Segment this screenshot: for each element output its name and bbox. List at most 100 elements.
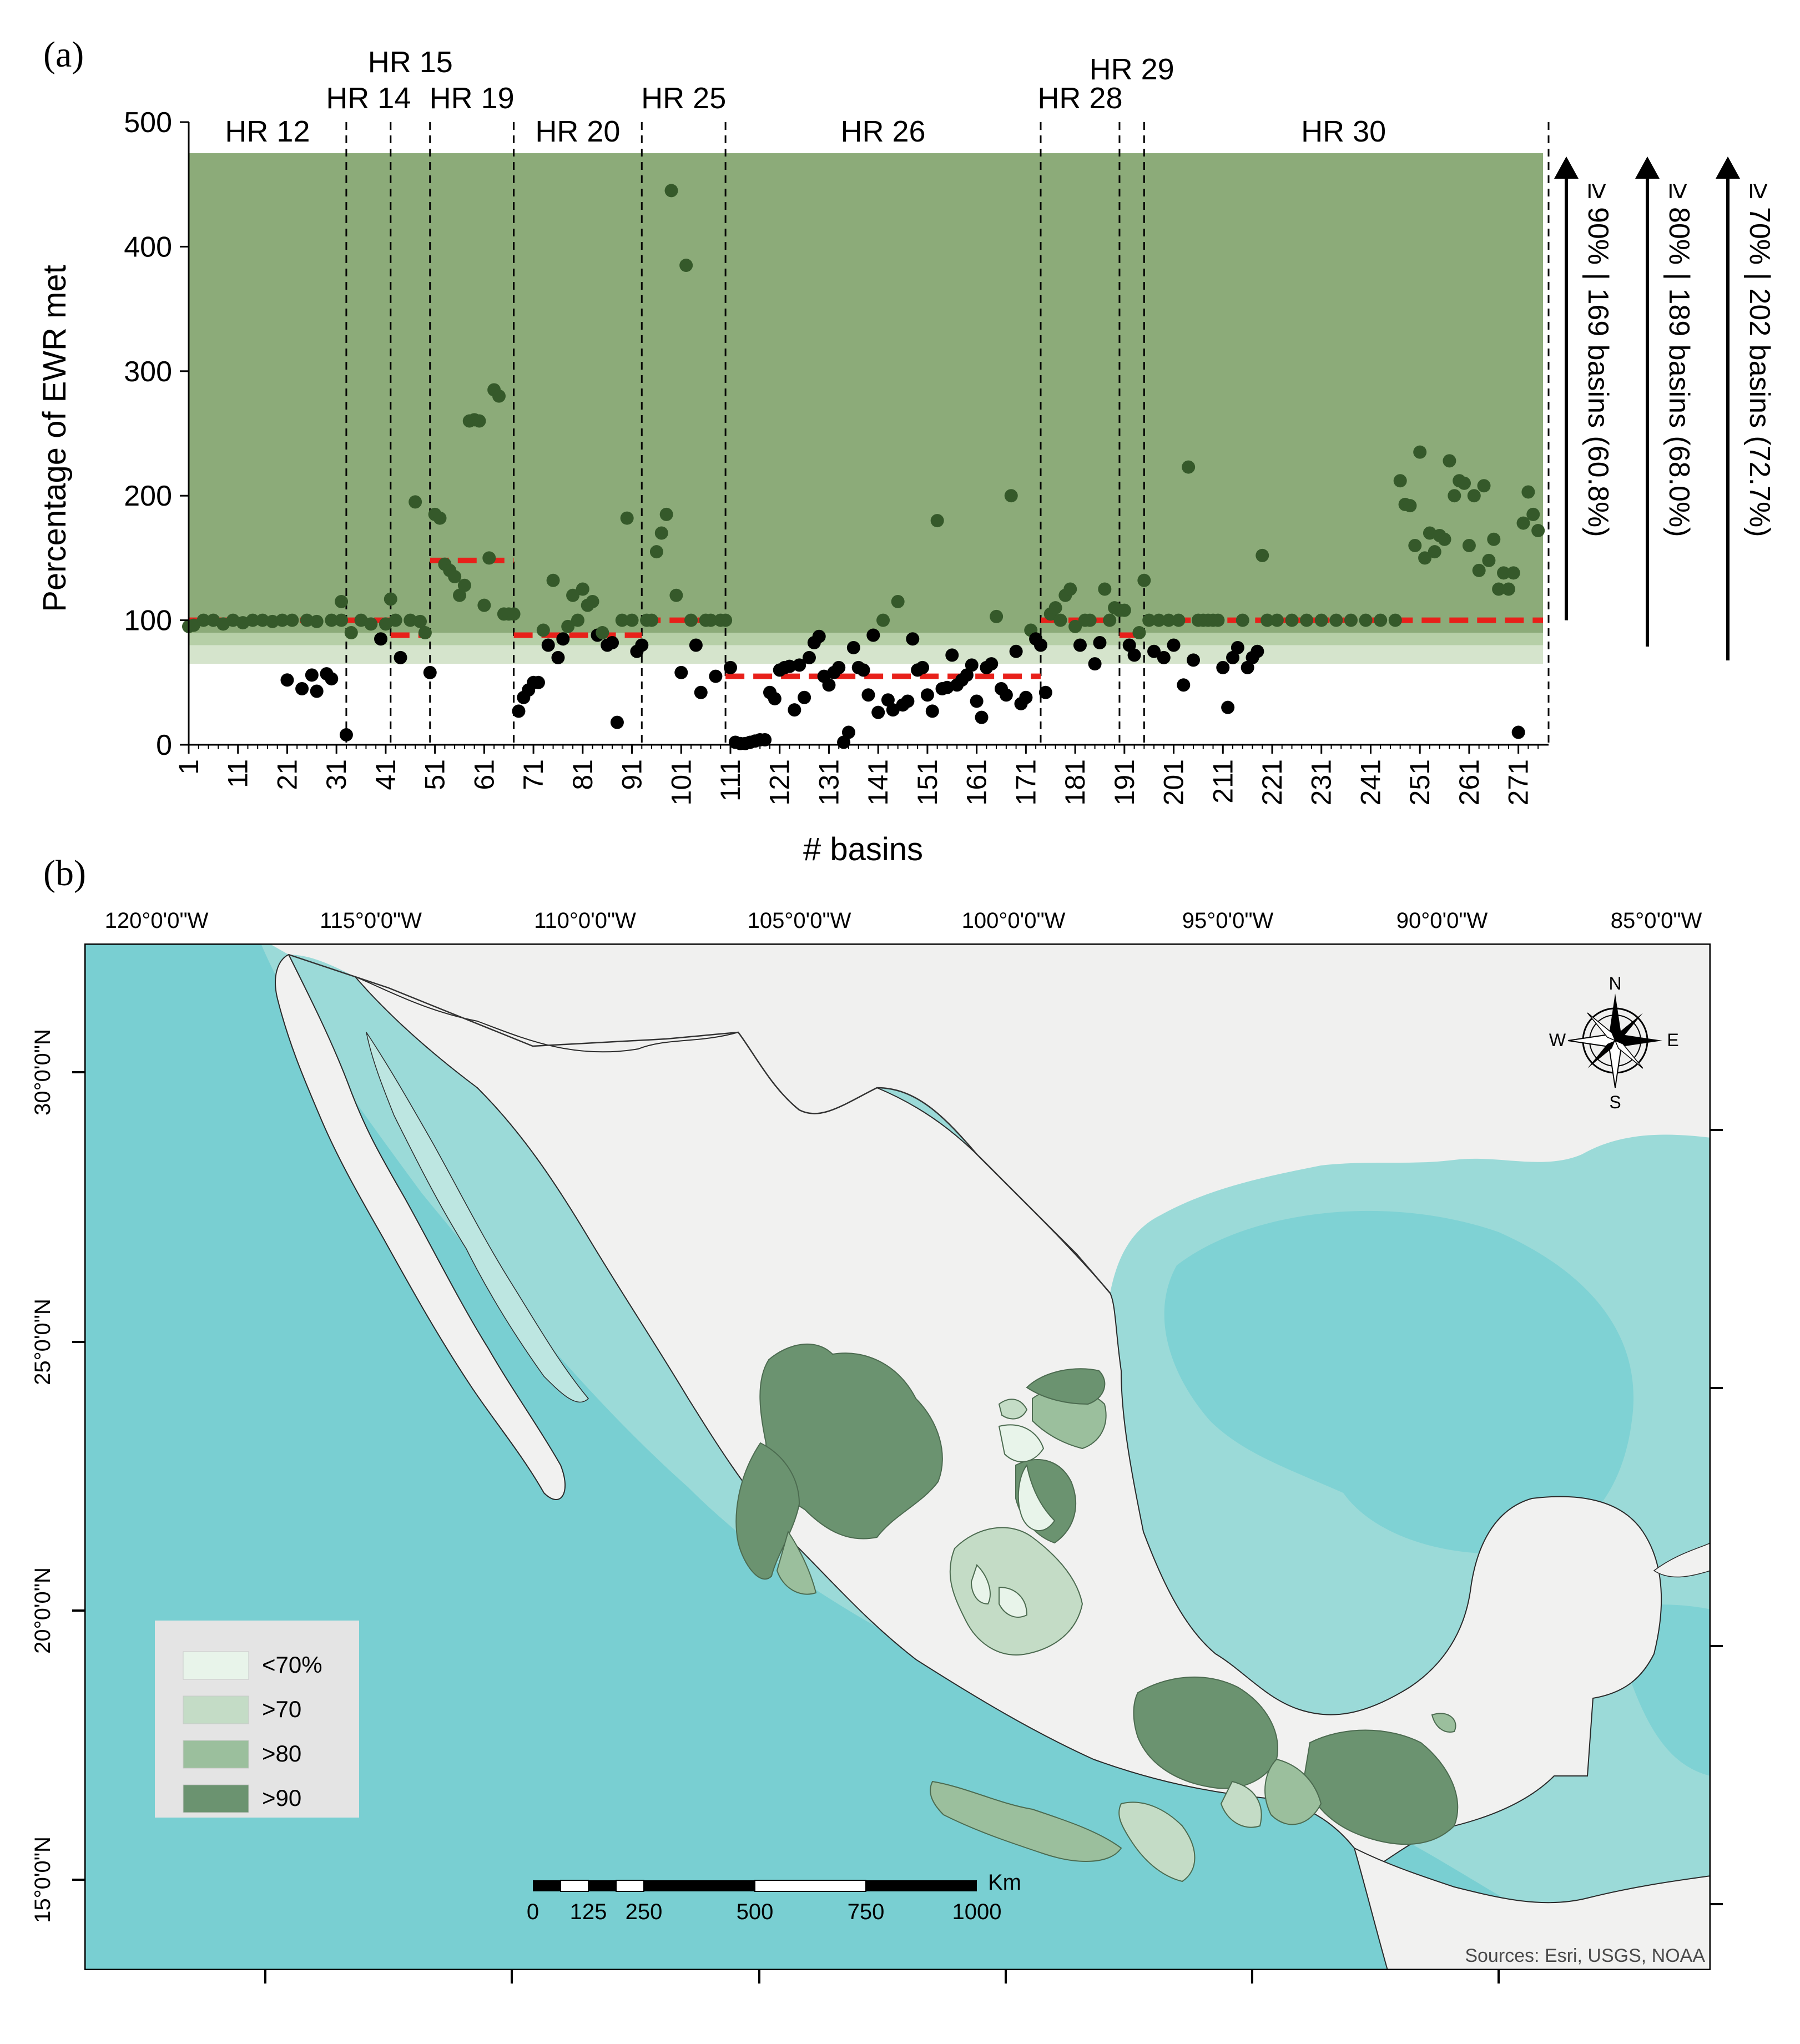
data-point-236 <box>1492 582 1506 596</box>
data-point-86 <box>669 588 683 602</box>
x-tick-label-21: 211 <box>1207 759 1238 804</box>
data-point-241 <box>1516 516 1530 530</box>
x-tick-label-2: 21 <box>271 759 302 790</box>
legend-swatch-2 <box>183 1740 249 1769</box>
data-point-69 <box>586 594 599 608</box>
region-label-6: HR 26 <box>841 115 926 148</box>
data-point-130 <box>886 703 900 717</box>
band-label-2: ≥ 70% | 202 basins (72.7%) <box>1743 183 1776 537</box>
data-point-82 <box>649 545 663 559</box>
data-point-128 <box>876 613 890 627</box>
region-label-0: HR 12 <box>225 115 310 148</box>
data-point-106 <box>768 692 781 705</box>
data-point-235 <box>1487 532 1501 546</box>
data-point-79 <box>635 638 649 652</box>
data-point-179 <box>1127 648 1141 662</box>
data-point-185 <box>1157 650 1171 664</box>
data-point-226 <box>1443 454 1456 468</box>
x-tick-label-18: 181 <box>1060 759 1091 805</box>
x-tick-label-3: 31 <box>321 759 352 790</box>
data-point-153 <box>999 688 1013 702</box>
scale-label-3: 500 <box>737 1900 774 1924</box>
data-point-200 <box>1231 640 1244 654</box>
data-point-163 <box>1048 601 1062 615</box>
x-tick-label-16: 161 <box>961 759 992 805</box>
x-tick-label-24: 241 <box>1355 759 1386 805</box>
legend-label-2: >80 <box>262 1740 301 1767</box>
data-point-146 <box>965 658 979 672</box>
compass-rose: N S E W <box>1549 973 1679 1112</box>
data-point-18 <box>310 684 324 698</box>
compass-s: S <box>1609 1092 1621 1112</box>
data-point-223 <box>1428 545 1441 559</box>
y-tick-label-2: 200 <box>124 480 172 512</box>
data-point-112 <box>798 690 811 704</box>
data-point-125 <box>861 688 875 702</box>
data-point-206 <box>1260 613 1274 627</box>
data-point-32 <box>404 613 417 627</box>
data-point-27 <box>374 632 388 646</box>
x-tick-label-19: 191 <box>1109 759 1140 805</box>
scale-label-1: 125 <box>570 1900 607 1924</box>
data-point-211 <box>1329 613 1343 627</box>
data-point-219 <box>1408 538 1422 552</box>
legend-swatch-1 <box>183 1695 249 1724</box>
legend-label-0: <70% <box>262 1652 322 1678</box>
data-point-138 <box>925 704 939 718</box>
data-points <box>182 184 1545 750</box>
data-point-9 <box>265 614 279 628</box>
data-point-181 <box>1137 573 1151 587</box>
data-point-53 <box>507 607 521 621</box>
gulf-deep <box>1164 1210 1633 1554</box>
data-point-167 <box>1068 619 1082 633</box>
data-point-30 <box>389 613 402 627</box>
band-arrows: ≥ 90% | 169 basins (60.8%) ≥ 80% | 189 ba… <box>1554 157 1776 660</box>
data-point-66 <box>571 613 584 627</box>
data-point-64 <box>561 619 575 633</box>
x-tick-label-11: 111 <box>715 759 746 801</box>
x-tick-label-14: 141 <box>863 759 894 805</box>
data-point-187 <box>1167 638 1181 652</box>
data-point-155 <box>1009 644 1023 658</box>
data-point-35 <box>423 665 437 679</box>
x-tick-label-22: 221 <box>1257 759 1288 805</box>
x-tick-label-9: 91 <box>617 759 648 790</box>
data-point-1 <box>186 618 200 632</box>
region-label-9: HR 30 <box>1301 115 1386 148</box>
compass-n: N <box>1609 973 1621 993</box>
map-legend: <70% >70 >80 >90 <box>155 1621 359 1818</box>
north-arrow-icon <box>1609 993 1621 1041</box>
lat-label-0: 30°0'0"N <box>31 1029 55 1116</box>
y-tick-label-1: 100 <box>124 605 172 637</box>
lon-label-3: 105°0'0"W <box>748 909 851 933</box>
data-point-190 <box>1182 460 1196 474</box>
data-point-238 <box>1501 582 1515 596</box>
data-point-110 <box>788 703 801 717</box>
data-point-89 <box>684 613 698 627</box>
data-point-239 <box>1506 566 1520 580</box>
basin-polygons <box>735 1343 1459 1883</box>
data-point-134 <box>906 632 920 646</box>
y-tick-label-5: 500 <box>124 107 172 139</box>
data-point-129 <box>881 693 895 707</box>
data-point-164 <box>1053 613 1067 627</box>
region-label-8: HR 29 <box>1090 53 1174 86</box>
land-central-america <box>1353 1847 1711 1970</box>
x-axis-title: # basins <box>803 831 923 867</box>
scale-unit: Km <box>988 1870 1021 1895</box>
data-point-142 <box>945 648 959 662</box>
data-point-38 <box>433 511 447 525</box>
latitude-labels: 30°0'0"N 25°0'0"N 20°0'0"N 15°0'0"N <box>31 1029 55 1923</box>
data-point-173 <box>1098 582 1112 596</box>
data-point-88 <box>679 259 693 272</box>
scale-label-0: 0 <box>527 1900 539 1924</box>
panel-a-label: (a) <box>43 34 84 75</box>
data-point-83 <box>654 526 668 540</box>
region-label-5: HR 25 <box>641 82 726 115</box>
y-axis-title: Percentage of EWR met <box>37 265 73 612</box>
data-point-76 <box>620 511 634 525</box>
data-point-90 <box>689 638 703 652</box>
data-point-148 <box>975 710 989 724</box>
data-point-2 <box>196 613 210 627</box>
data-point-58 <box>531 675 545 689</box>
